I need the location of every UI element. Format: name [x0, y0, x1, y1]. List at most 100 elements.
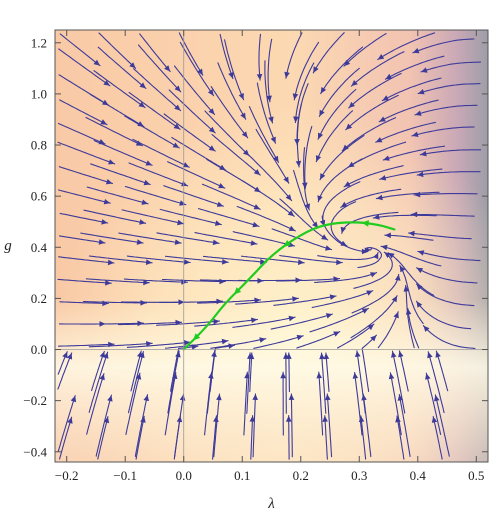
streamline-60 [174, 393, 185, 458]
streamline-arrow-207 [417, 250, 425, 256]
streamline-146 [311, 290, 374, 308]
streamline-arrow-158 [313, 66, 319, 73]
streamline-131 [293, 169, 319, 229]
streamline-126 [273, 295, 337, 306]
streamline-arrow-108 [298, 259, 305, 265]
streamline-197 [377, 32, 436, 61]
streamline-arrow-195 [382, 95, 389, 101]
streamline-arrow-33 [145, 160, 153, 166]
streamline-12 [58, 166, 114, 185]
y-axis-title: g [4, 238, 12, 254]
streamline-217 [412, 38, 475, 54]
streamline-215 [417, 83, 481, 95]
streamline-arrow-135 [294, 139, 300, 146]
streamline-arrow-204 [416, 301, 423, 308]
y-tick-label-0: −0.4 [23, 444, 47, 459]
streamline-arrow-190 [376, 194, 383, 201]
streamline-arrow-169 [340, 226, 346, 234]
streamline-115 [256, 82, 277, 144]
streamline-96 [217, 62, 247, 120]
streamline-arrow-51 [179, 200, 186, 206]
streamline-57 [137, 44, 182, 93]
streamline-arrow-21 [99, 373, 105, 381]
streamline-32 [90, 163, 151, 186]
streamline-114 [248, 106, 280, 163]
streamline-arrow-114 [273, 155, 279, 163]
streamline-arrow-3 [62, 351, 68, 359]
streamline-arrow-206 [416, 267, 424, 274]
y-tick-label-2: 0.0 [31, 342, 47, 357]
streamline-128 [279, 254, 343, 264]
x-tick-label-5: 0.3 [351, 468, 367, 483]
streamline-216 [420, 61, 482, 73]
streamline-102 [246, 352, 251, 414]
streamline-arrow-137 [292, 93, 299, 100]
x-axis-title: λ [267, 496, 275, 512]
streamline-68 [164, 255, 229, 263]
streamline-54 [124, 115, 180, 149]
streamline-arrow-209 [411, 211, 418, 218]
streamline-53 [132, 138, 190, 168]
streamline-208 [407, 232, 472, 240]
streamline-arrow-25 [137, 320, 144, 327]
streamline-140 [326, 393, 333, 458]
streamline-arrow-139 [322, 415, 328, 422]
streamline-205 [415, 283, 475, 307]
streamline-arrow-91 [253, 204, 261, 210]
streamline-201 [427, 351, 445, 414]
streamline-9 [58, 235, 106, 244]
streamline-arrow-52 [181, 181, 188, 187]
streamline-154 [315, 110, 354, 163]
streamline-arrow-155 [318, 132, 324, 140]
streamline-34 [85, 116, 143, 147]
streamline-162 [356, 350, 366, 414]
y-tick-label-8: 1.2 [31, 35, 47, 50]
streamline-arrow-89 [250, 240, 257, 246]
streamline-arrow-31 [141, 199, 148, 205]
streamline-207 [417, 250, 481, 262]
y-tick-label-3: 0.2 [31, 291, 47, 306]
streamline-arrow-197 [377, 54, 385, 60]
streamline-7 [57, 278, 112, 284]
streamline-35 [89, 93, 145, 128]
streamline-arrow-93 [253, 169, 261, 176]
streamline-40 [134, 394, 149, 457]
streamline-arrow-161 [352, 372, 359, 379]
streamline-arrow-99 [249, 415, 256, 422]
highlighted-trajectory [182, 220, 396, 351]
streamline-33 [93, 140, 153, 166]
streamline-arrow-58 [164, 65, 171, 72]
streamline-arrow-90 [252, 221, 259, 228]
streamline-arrow-38 [129, 62, 136, 69]
streamline-arrow-191 [379, 175, 387, 181]
x-tick-label-3: 0.1 [234, 468, 250, 483]
streamline-77 [179, 41, 215, 97]
streamline-arrow-88 [260, 259, 267, 265]
streamline-70 [159, 208, 222, 226]
streamline-180 [389, 372, 402, 436]
streamline-75 [168, 89, 216, 134]
streamline-86 [196, 299, 262, 304]
streamline-arrow-70 [214, 220, 222, 226]
streamline-135 [296, 83, 309, 146]
streamline-arrow-112 [285, 194, 292, 201]
streamline-arrow-50 [177, 219, 184, 226]
streamline-89 [194, 232, 258, 245]
streamline-104 [253, 335, 304, 349]
streamline-169 [341, 211, 399, 234]
streamline-30 [83, 209, 147, 224]
streamline-163 [361, 334, 377, 392]
streamline-111 [241, 180, 295, 217]
streamline-arrow-19 [103, 416, 110, 424]
streamline-90 [197, 208, 260, 227]
streamline-95 [210, 86, 249, 139]
streamline-arrow-126 [329, 294, 337, 300]
streamline-arrow-147 [370, 272, 377, 278]
streamline-arrow-86 [254, 297, 261, 304]
streamline-arrow-35 [137, 121, 144, 127]
streamline-arrow-203 [423, 325, 430, 332]
streamline-127 [275, 278, 341, 282]
streamline-20 [95, 394, 112, 457]
streamline-arrow-103 [248, 352, 255, 360]
streamline-183 [407, 307, 420, 349]
